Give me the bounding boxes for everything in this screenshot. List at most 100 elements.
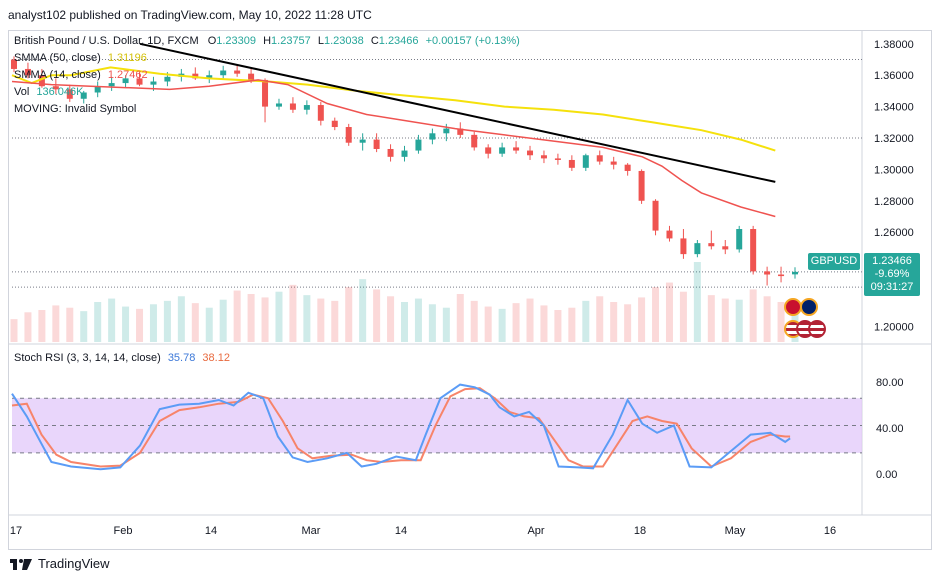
candle-body [652, 200, 659, 231]
ohlc-close-label: C [370, 35, 379, 47]
tradingview-brand: TradingView [38, 556, 110, 571]
volume-bar [401, 302, 408, 342]
volume-bar [693, 262, 701, 342]
legend-smma14-row: SMMA (14, close) 1.27462 [14, 69, 148, 81]
legend-smma50-row: SMMA (50, close) 1.31196 [14, 52, 147, 64]
volume-bar [763, 296, 771, 342]
price-tag-price: 1.23466 [872, 255, 912, 267]
volume-bar [275, 291, 283, 342]
chart-frame [8, 30, 932, 550]
volume-bar [261, 297, 269, 342]
candle-body [345, 127, 352, 143]
candle-body [610, 161, 617, 165]
x-tick-label: 16 [824, 525, 836, 537]
candle-body [150, 81, 157, 85]
ohlc-low-label: L [317, 35, 324, 47]
stoch-tick-label: 80.00 [876, 377, 904, 389]
candle-body [708, 243, 715, 247]
volume-bar [596, 296, 604, 342]
stoch-d-line [11, 387, 791, 468]
legend-moving-row: MOVING: Invalid Symbol [14, 103, 136, 115]
volume-bar [665, 282, 673, 342]
candle-body [471, 134, 478, 148]
volume-bar [582, 300, 590, 342]
x-tick-label: Apr [527, 525, 544, 537]
ohlc-close: 1.23466 [378, 35, 419, 47]
candle-body [94, 86, 101, 93]
candle-body [792, 271, 798, 275]
lines-layer [11, 42, 791, 471]
candle-body [66, 89, 73, 99]
moving-label: MOVING: Invalid Symbol [14, 103, 137, 115]
candle-body [38, 75, 45, 87]
x-tick-label: Mar [302, 525, 321, 537]
us-flag-icon [808, 320, 826, 338]
candle-body [387, 148, 394, 157]
volume-bar [108, 298, 116, 342]
ohlc-change: +0.00157 (+0.13%) [425, 35, 520, 47]
candle-body [582, 155, 589, 168]
candle-body [750, 229, 757, 272]
uk-flag-icon [800, 298, 818, 316]
x-tick-label: May [725, 525, 746, 537]
candle-body [303, 105, 310, 110]
ohlc-open: 1.23309 [216, 35, 257, 47]
candle-body [234, 70, 241, 74]
candle-body [666, 230, 673, 239]
y-tick-label: 1.36000 [874, 70, 914, 82]
volume-bar [456, 294, 464, 342]
volume-bar [554, 310, 562, 342]
symbol-title: British Pound / U.S. Dollar, 1D, FXCM [14, 35, 199, 47]
legend-vol-row: Vol 136.046K [14, 86, 83, 98]
volume-bar [387, 296, 395, 342]
x-tick-label: 17 [10, 525, 22, 537]
x-tick-label: Feb [114, 525, 133, 537]
volume-bar [38, 310, 46, 342]
volume-bar [484, 306, 492, 342]
candle-body [331, 120, 338, 128]
candle-body [24, 68, 31, 76]
stoch-tick-label: 0.00 [876, 469, 897, 481]
price-tag-countdown: 09:31:27 [870, 281, 914, 293]
candle-body [275, 103, 282, 107]
x-tick-label: 14 [395, 525, 407, 537]
candle-body [248, 73, 255, 80]
candle-body [499, 147, 506, 154]
footer-brand[interactable]: TradingView [10, 556, 110, 571]
volume-bar [610, 302, 618, 342]
published-header: analyst102 published on TradingView.com,… [8, 8, 372, 22]
candle-body [527, 150, 534, 156]
volume-bar [512, 303, 520, 342]
stoch-d-value: 38.12 [202, 352, 230, 364]
candle-body [694, 243, 701, 255]
candle-body [220, 70, 227, 76]
candle-body [317, 105, 324, 121]
candle-body [108, 83, 115, 87]
volume-bar [428, 304, 436, 342]
volume-bar [749, 289, 757, 342]
volume-bar [345, 287, 353, 342]
y-tick-label: 1.34000 [874, 102, 914, 114]
volume-bar [80, 311, 88, 342]
stoch-label: Stoch RSI (3, 3, 14, 14, close) [14, 352, 161, 364]
candle-body [415, 139, 422, 151]
volume-bar [707, 295, 715, 342]
volume-bar [205, 307, 213, 342]
volume-bar [52, 305, 60, 342]
vol-value: 136.046K [36, 86, 84, 98]
candle-body [722, 246, 729, 250]
event-flags[interactable] [782, 298, 826, 340]
candle-body [736, 229, 743, 250]
candle-body [485, 147, 492, 154]
price-tag-pct: -9.69% [874, 268, 910, 280]
legend-symbol-row: British Pound / U.S. Dollar, 1D, FXCM O1… [14, 35, 520, 47]
candle-body [778, 274, 785, 277]
ohlc-high: 1.23757 [271, 35, 311, 47]
volume-bar [331, 300, 339, 342]
candle-body [540, 155, 547, 159]
candle-body [192, 73, 199, 79]
volume-bar [735, 299, 743, 342]
ohlc-low: 1.23038 [323, 35, 364, 47]
volume-bar [136, 308, 144, 342]
volume-bar [233, 290, 241, 342]
